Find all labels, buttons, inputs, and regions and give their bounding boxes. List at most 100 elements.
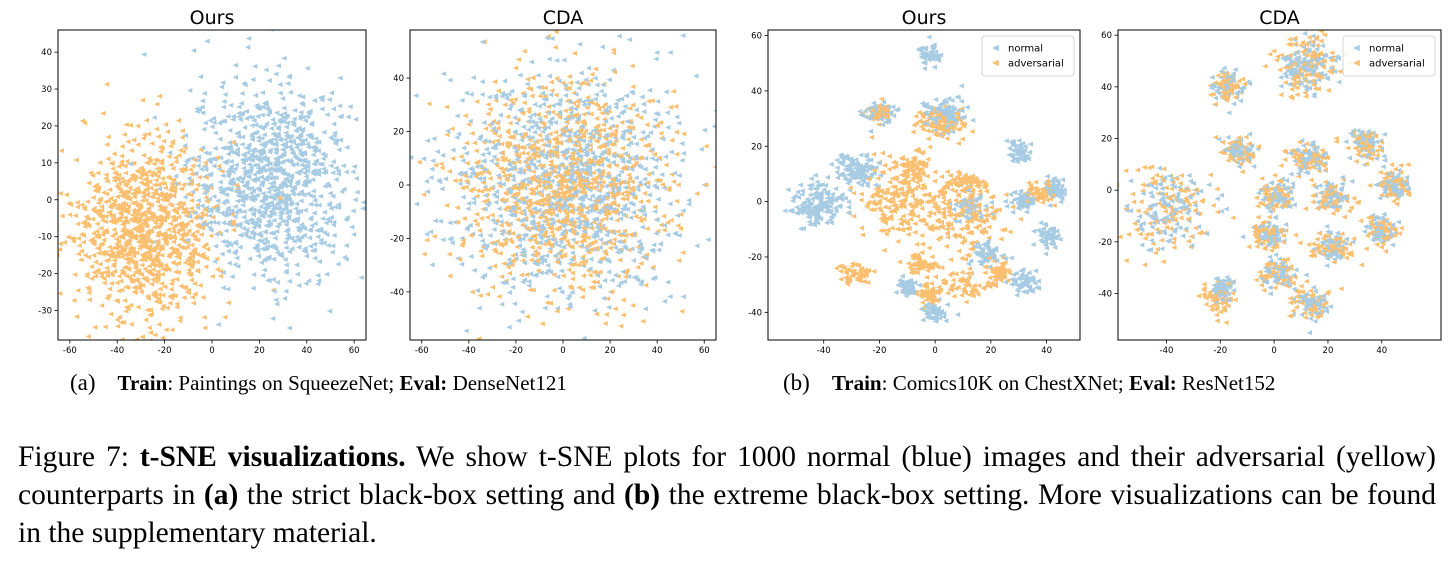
- adversarial-point: [580, 273, 586, 279]
- normal-point: [633, 175, 639, 181]
- adversarial-point: [142, 212, 148, 218]
- adversarial-point: [84, 199, 90, 205]
- adversarial-point: [175, 269, 181, 275]
- adversarial-point: [503, 190, 509, 196]
- normal-point: [600, 295, 607, 301]
- normal-point: [220, 239, 226, 244]
- normal-point: [590, 127, 597, 133]
- adversarial-point: [510, 135, 516, 141]
- normal-point: [249, 131, 255, 137]
- normal-point: [310, 188, 316, 194]
- adversarial-point: [951, 180, 957, 186]
- normal-point: [598, 162, 605, 168]
- normal-point: [248, 229, 255, 235]
- adversarial-point: [879, 150, 885, 156]
- normal-point: [318, 237, 324, 243]
- adversarial-point: [473, 174, 479, 180]
- normal-point: [214, 205, 221, 211]
- normal-point: [268, 200, 274, 206]
- normal-point: [490, 125, 496, 131]
- adversarial-point: [459, 243, 465, 248]
- normal-point: [520, 236, 526, 242]
- adversarial-point: [477, 293, 483, 299]
- adversarial-point: [172, 155, 179, 161]
- adversarial-point: [114, 202, 120, 208]
- normal-point: [326, 201, 333, 206]
- adversarial-point: [622, 164, 628, 170]
- normal-point: [298, 138, 304, 144]
- normal-point: [293, 161, 300, 167]
- normal-point: [603, 183, 609, 189]
- adversarial-point: [929, 264, 936, 270]
- adversarial-point: [529, 75, 535, 81]
- normal-point: [959, 108, 965, 114]
- adversarial-point: [882, 204, 888, 210]
- normal-point: [335, 168, 341, 174]
- adversarial-point: [485, 111, 491, 117]
- normal-point: [277, 90, 283, 96]
- adversarial-point: [557, 133, 563, 139]
- normal-point: [527, 271, 534, 277]
- normal-point: [647, 130, 654, 136]
- normal-point: [586, 171, 592, 177]
- normal-point: [255, 208, 261, 214]
- normal-point: [287, 201, 293, 207]
- adversarial-point: [621, 228, 628, 234]
- adversarial-point: [506, 228, 512, 234]
- adversarial-point: [144, 278, 150, 284]
- adversarial-point: [556, 114, 563, 120]
- adversarial-point: [614, 191, 620, 197]
- adversarial-point: [126, 177, 132, 183]
- adversarial-point: [175, 260, 182, 266]
- normal-point: [616, 33, 622, 39]
- normal-point: [488, 121, 495, 126]
- adversarial-point: [142, 171, 148, 177]
- normal-point: [319, 161, 325, 167]
- normal-point: [470, 75, 476, 81]
- normal-point: [868, 157, 874, 163]
- adversarial-point: [923, 284, 930, 290]
- normal-point: [265, 112, 271, 118]
- normal-point: [596, 283, 603, 289]
- normal-point: [575, 216, 581, 222]
- adversarial-point: [176, 251, 182, 257]
- adversarial-point: [75, 235, 81, 241]
- adversarial-point: [98, 303, 105, 309]
- normal-point: [604, 174, 610, 180]
- adversarial-point: [146, 201, 152, 207]
- normal-point: [560, 132, 566, 138]
- adversarial-point: [153, 177, 159, 183]
- normal-point: [492, 128, 499, 134]
- normal-point: [536, 103, 542, 109]
- normal-point: [507, 166, 513, 172]
- normal-point: [202, 164, 208, 170]
- normal-point: [489, 217, 496, 223]
- adversarial-point: [536, 245, 542, 251]
- adversarial-point: [923, 161, 929, 167]
- adversarial-point: [109, 270, 115, 276]
- normal-point: [548, 165, 554, 171]
- normal-point: [592, 96, 598, 102]
- normal-point: [224, 169, 230, 175]
- normal-point: [680, 33, 686, 39]
- adversarial-point: [562, 108, 568, 114]
- normal-point: [214, 220, 221, 226]
- normal-point: [525, 127, 531, 133]
- normal-point: [219, 251, 225, 257]
- adversarial-point: [78, 248, 85, 254]
- normal-point: [452, 219, 458, 225]
- normal-point: [461, 145, 467, 151]
- normal-point: [912, 280, 918, 286]
- normal-point: [305, 159, 311, 165]
- adversarial-point: [966, 266, 973, 272]
- adversarial-point: [901, 168, 907, 174]
- adversarial-point: [619, 191, 625, 197]
- adversarial-point: [179, 128, 185, 134]
- adversarial-point: [516, 159, 522, 165]
- normal-point: [1011, 197, 1017, 203]
- adversarial-point: [201, 314, 207, 320]
- adversarial-point: [119, 176, 125, 182]
- adversarial-point: [540, 180, 546, 186]
- adversarial-point: [120, 200, 126, 206]
